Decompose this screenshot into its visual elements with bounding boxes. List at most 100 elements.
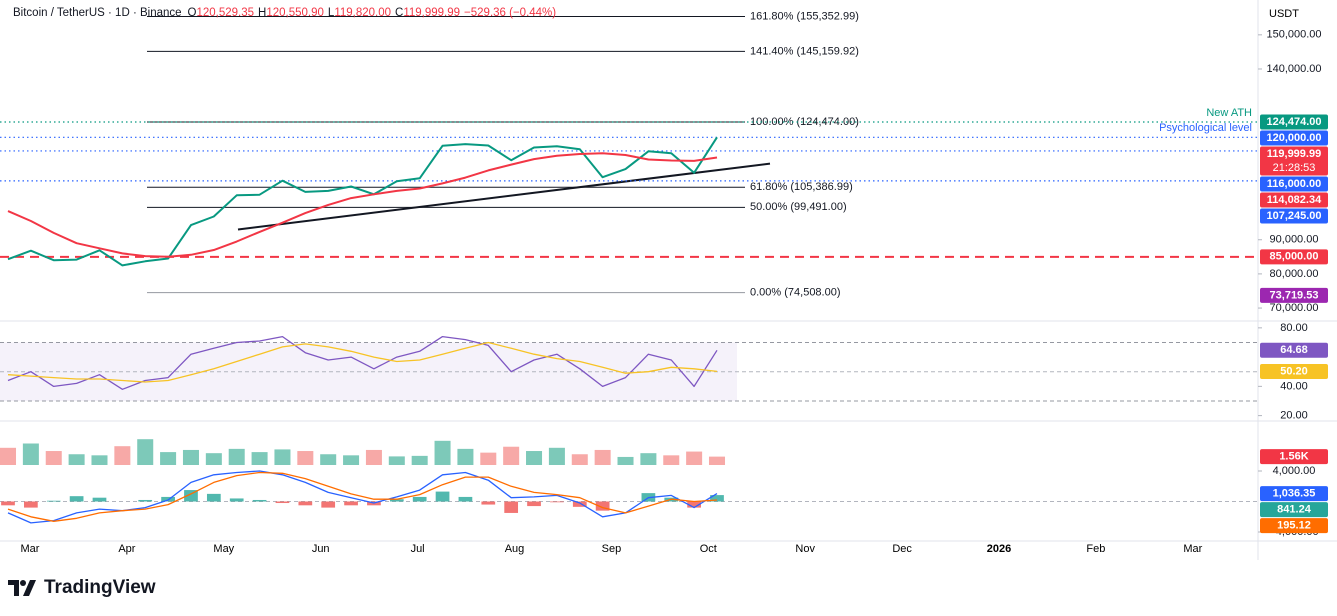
volume-bar <box>0 447 17 465</box>
volume-bar <box>640 453 657 465</box>
price-label-box <box>1260 176 1328 192</box>
volume-bar <box>45 451 62 465</box>
histogram-bar <box>344 501 358 506</box>
brand-name: TradingView <box>44 577 156 598</box>
x-tick-label: Aug <box>505 543 525 555</box>
volume-bar <box>617 456 634 465</box>
price-label: 50.20 <box>1280 365 1308 377</box>
volume-bar <box>480 452 497 465</box>
price-label-box <box>1260 502 1328 518</box>
o-key: O <box>187 7 197 19</box>
y-tick-label: 4,000.00 <box>1273 465 1316 477</box>
histogram-bar <box>389 499 404 502</box>
price-label: 116,000.00 <box>1267 178 1321 190</box>
fib-label: 161.80% (155,352.99) <box>750 10 859 22</box>
low: 119,820.00 <box>334 7 392 19</box>
price-label: 124,474.00 <box>1266 116 1321 128</box>
volume-bar <box>22 443 39 465</box>
histogram-bar <box>24 501 38 508</box>
histogram-bar <box>710 495 724 502</box>
histogram-bar <box>527 501 541 507</box>
series-line <box>7 335 718 390</box>
x-tick-label: Nov <box>795 543 815 555</box>
x-tick-label: 2026 <box>987 543 1011 555</box>
series-line <box>7 341 718 383</box>
x-tick-label: Jul <box>411 543 425 555</box>
y-tick-label: 90,000.00 <box>1270 234 1319 246</box>
y-tick-label: 80,000.00 <box>1270 268 1319 280</box>
volume-bar <box>160 452 177 465</box>
price-label: 64.68 <box>1280 344 1308 356</box>
volume-bar <box>114 446 131 465</box>
brand: TradingView <box>8 577 156 599</box>
histogram-bar <box>138 499 153 502</box>
fib-label: 141.40% (145,159.92) <box>750 45 859 57</box>
volume-bar <box>526 451 543 465</box>
price-label-box <box>1260 192 1328 208</box>
y-tick-label: 80.00 <box>1280 322 1308 334</box>
volume-bar <box>182 449 199 465</box>
histogram-bar <box>184 490 198 502</box>
price-label-box <box>1260 287 1328 303</box>
histogram-bar <box>572 501 587 507</box>
volume-bar <box>548 447 565 465</box>
c-key: C <box>395 7 404 19</box>
countdown: 21:28:53 <box>1273 162 1316 174</box>
price-label-box <box>1260 130 1328 146</box>
price-label: 120,000.00 <box>1266 132 1321 144</box>
x-tick-label: Feb <box>1086 543 1105 555</box>
close: 119,999.99 <box>403 7 461 19</box>
fib-label: 61.80% (105,386.99) <box>750 181 853 193</box>
histogram-bar <box>206 493 221 502</box>
volume-bar <box>68 454 85 465</box>
volume-bar <box>297 451 314 465</box>
y-tick-label: 150,000.00 <box>1266 29 1321 41</box>
x-tick-label: Apr <box>118 543 135 555</box>
volume-bar <box>594 449 611 465</box>
chart: USDT Mar Apr May Jun Jul Aug Sep Oct Nov Dec 2026 F… <box>0 0 1337 560</box>
price-label-box <box>1260 249 1328 265</box>
histogram-bar <box>595 501 610 511</box>
histogram-bar <box>458 496 473 502</box>
price-label-box <box>1260 342 1328 358</box>
volume-bar <box>686 451 703 465</box>
histogram-bar <box>435 491 450 502</box>
price-label: 1,036.35 <box>1273 488 1316 500</box>
histogram-bar <box>550 501 564 503</box>
level-note: Psychological level <box>1159 122 1252 134</box>
histogram-bar <box>298 501 313 506</box>
series-line <box>7 136 718 267</box>
l-key: L <box>327 7 335 19</box>
histogram-bar <box>481 501 496 505</box>
y-tick-label: 40.00 <box>1280 380 1308 392</box>
axis-unit: USDT <box>1269 8 1299 20</box>
x-tick-label: Mar <box>21 543 40 555</box>
price-label-box <box>1260 363 1328 379</box>
price-label: 119,999.99 <box>1267 148 1321 160</box>
histogram-bar <box>275 501 290 504</box>
histogram-bar <box>229 498 244 502</box>
volume-bar <box>411 455 428 465</box>
fib-label: 50.00% (99,491.00) <box>750 201 847 213</box>
price-label-box <box>1260 208 1328 224</box>
histogram-bar <box>687 501 701 508</box>
price-label: 1.56K <box>1279 451 1308 463</box>
volume-bar <box>274 449 291 465</box>
volume-bar <box>251 452 268 465</box>
volume-bar <box>571 454 588 465</box>
x-tick-label: Sep <box>602 543 622 555</box>
symbol: Bitcoin / TetherUS · 1D · Binance <box>13 7 182 19</box>
y-tick-label: 70,000.00 <box>1270 302 1319 314</box>
price-label-box <box>1260 146 1328 176</box>
volume-bar <box>205 453 222 465</box>
x-tick-label: May <box>213 543 234 555</box>
volume-bar <box>365 449 382 465</box>
high: 120,550.90 <box>266 7 324 19</box>
histogram-bar <box>46 500 61 502</box>
volume-bar <box>708 456 726 465</box>
x-tick-label: Oct <box>700 543 717 555</box>
change: −529.36 (−0.44%) <box>464 7 557 19</box>
volume-bar <box>503 446 520 465</box>
x-tick-label: Mar <box>1183 543 1202 555</box>
